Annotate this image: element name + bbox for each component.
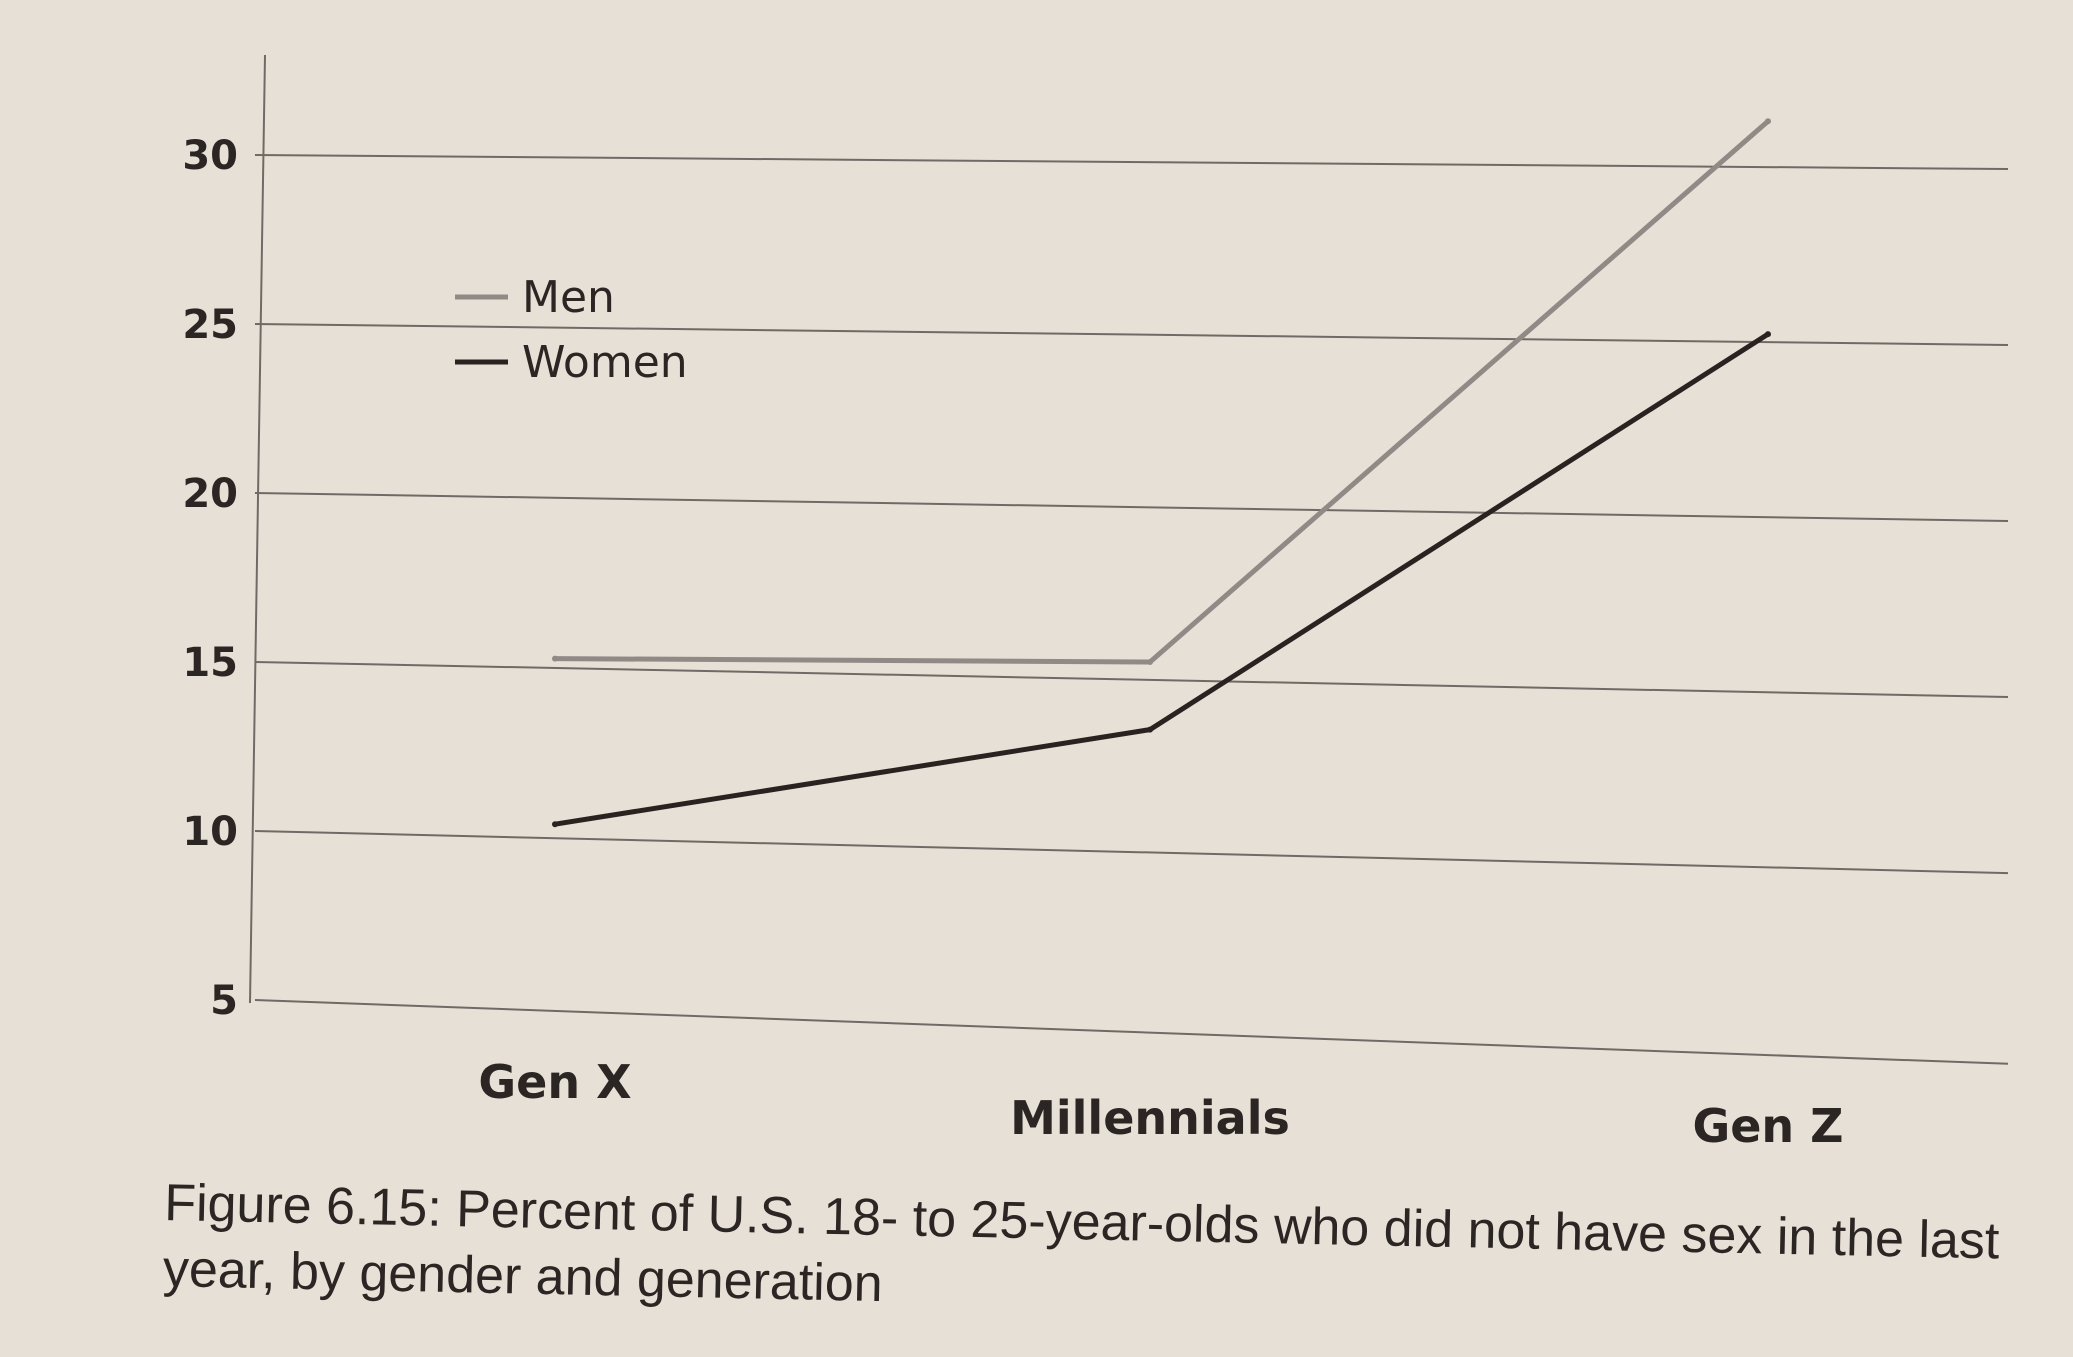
gridline-10 [254,830,2009,875]
gridline-15 [254,661,2009,699]
data-point [552,821,558,828]
gridlines [254,154,2009,1065]
series-lines [552,118,1771,828]
x-category-label: Millennials [1010,1091,1290,1145]
y-tick-labels: 5 10 15 20 25 30 [182,133,238,1024]
data-point [1147,659,1153,665]
y-tick-label: 20 [182,471,238,517]
gridline-5 [254,999,2009,1065]
x-category-label: Gen Z [1692,1099,1843,1153]
y-axis [249,54,266,1004]
y-tick-label: 5 [210,978,238,1024]
y-tick-label: 25 [182,302,238,348]
legend-label-men: Men [522,272,615,323]
series-line-women [554,331,1770,827]
gridline-30 [254,154,2009,171]
gridline-20 [254,492,2009,523]
y-tick-label: 10 [182,809,238,855]
series-line-men [554,119,1770,665]
y-tick-label: 30 [182,133,238,179]
data-point [1765,118,1771,125]
y-tick-label: 15 [182,640,238,686]
gridline-25 [254,323,2009,347]
data-point [1147,726,1153,733]
data-point [1765,331,1771,338]
legend-label-women: Women [522,337,688,388]
x-category-labels: Gen X Millennials Gen Z [478,1055,1843,1153]
legend: Men Women [455,272,688,388]
data-point [552,655,558,662]
x-category-label: Gen X [478,1055,631,1109]
